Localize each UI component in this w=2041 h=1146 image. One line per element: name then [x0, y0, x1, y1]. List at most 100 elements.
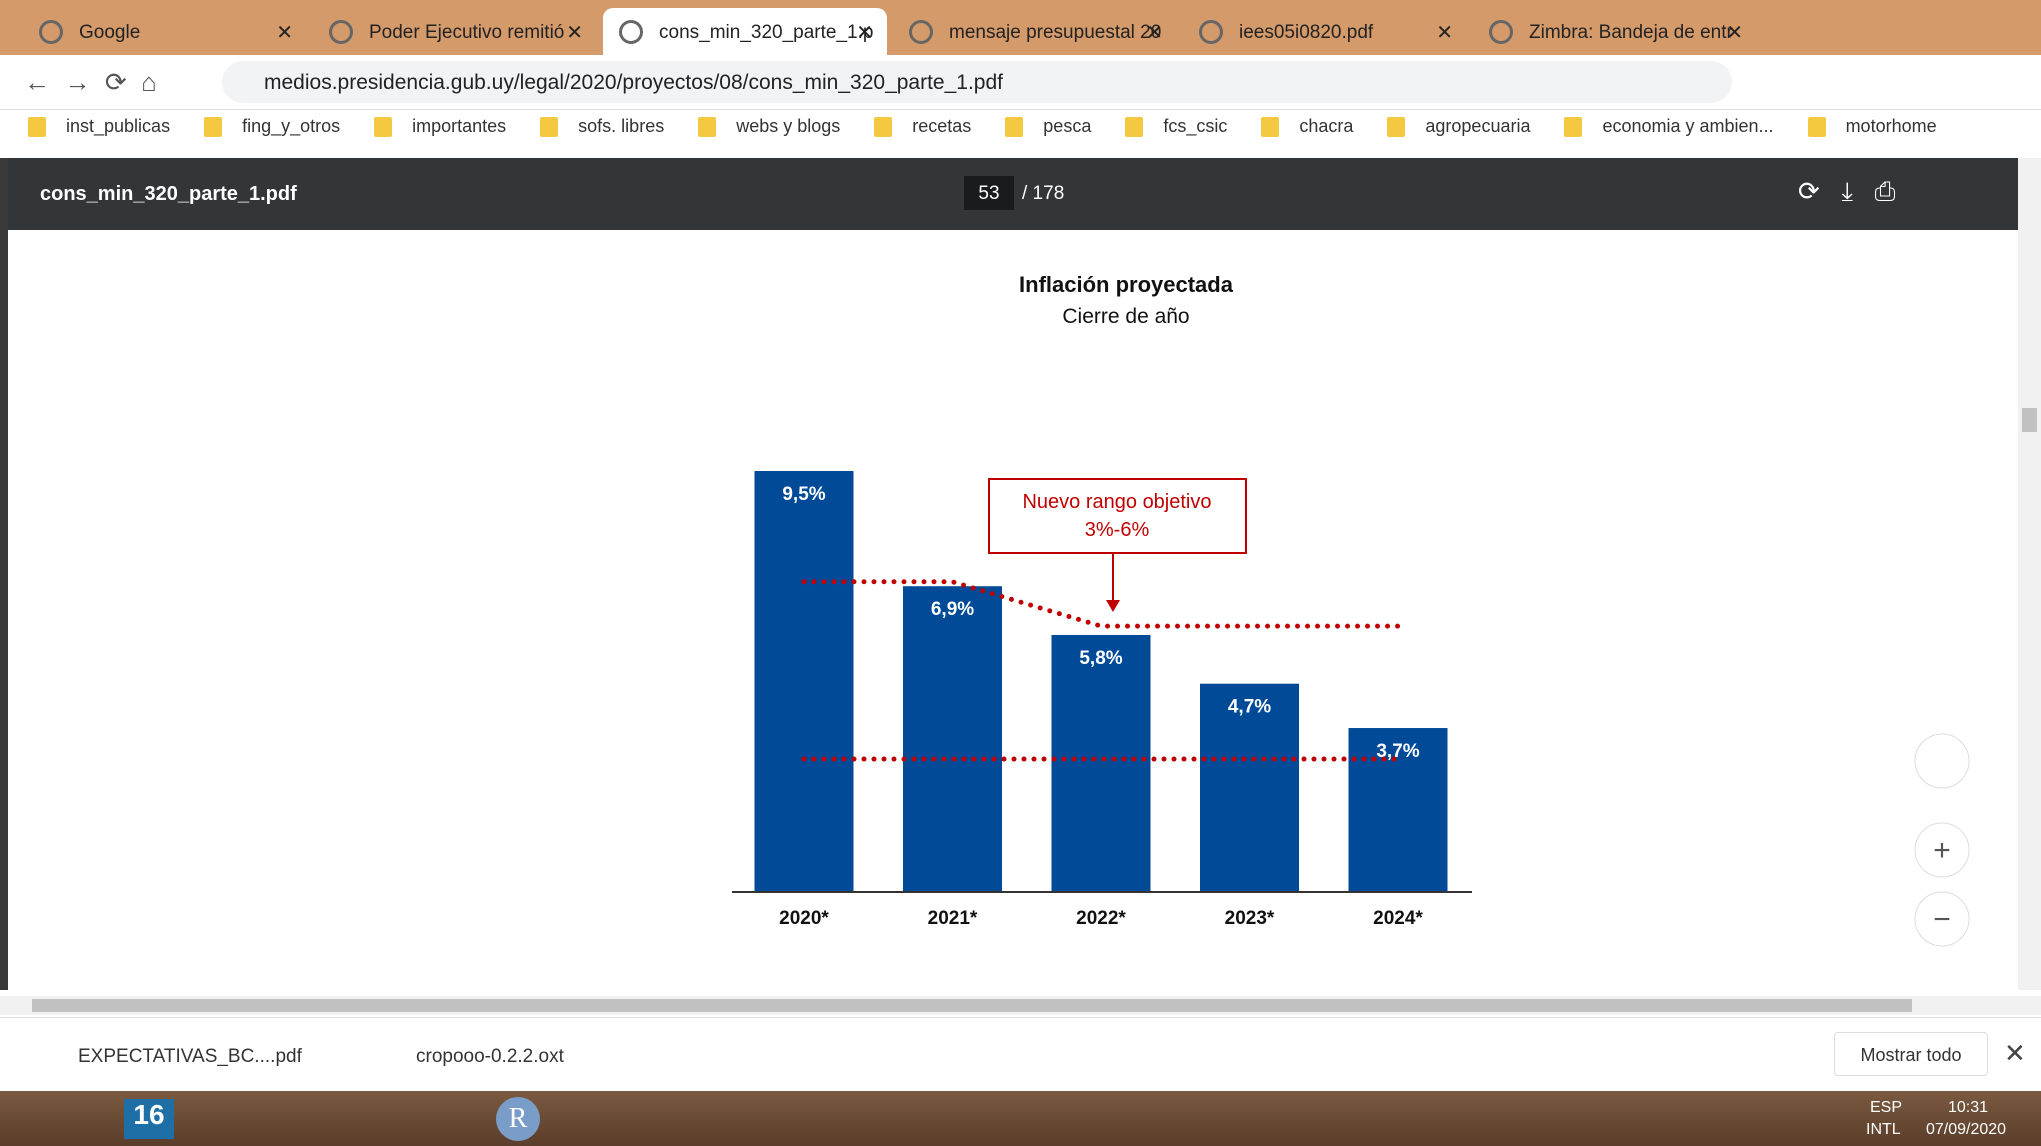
folder-icon [1387, 116, 1406, 137]
layout: INTL [1866, 1121, 1901, 1138]
bookmark[interactable]: inst_publicas [28, 116, 170, 137]
bar [1348, 728, 1448, 892]
bookmark[interactable]: motorhome [1807, 116, 1937, 137]
tab-title: Zimbra: Bandeja de entr [1529, 22, 1733, 43]
value-label: 3,7% [1376, 741, 1419, 762]
tab[interactable]: Zimbra: Bandeja de entr ✕ [1473, 8, 1757, 55]
tab-title: mensaje presupuestal 20 [949, 22, 1162, 43]
bar [1051, 634, 1151, 892]
bookmark-label: webs y blogs [736, 116, 841, 136]
bookmark-label: economia y ambien... [1602, 116, 1774, 136]
folder-icon [1807, 116, 1826, 137]
bookmark-label: pesca [1043, 116, 1092, 136]
folder-icon [540, 116, 559, 137]
folder-icon [1261, 116, 1280, 137]
tab[interactable]: iees05i0820.pdf ✕ [1183, 8, 1467, 55]
folder-icon [1005, 116, 1024, 137]
clock-time: 10:31 [1948, 1099, 1989, 1116]
tab-title: cons_min_320_parte_1.p [659, 22, 874, 43]
tab-strip: Google ✕ Poder Ejecutivo remitió ✕ cons_min_… [0, 0, 2041, 55]
value-label: 9,5% [782, 484, 825, 505]
bookmark-label: importantes [412, 116, 507, 136]
tab-icon [909, 20, 933, 44]
pdf-page: Inflación proyectada Cierre de año + − 9… [732, 272, 1970, 947]
bar [754, 471, 854, 892]
tab[interactable]: mensaje presupuestal 20 ✕ [893, 8, 1177, 55]
pdf-filename: cons_min_320_parte_1.pdf [40, 183, 297, 205]
zoom-fit[interactable] [1914, 733, 1970, 789]
x-tick-label: 2023* [1225, 908, 1275, 929]
omnibox[interactable]: medios.presidencia.gub.uy/legal/2020/pro… [222, 61, 1732, 103]
tab-close[interactable]: ✕ [276, 22, 293, 44]
close-downloads[interactable]: ✕ [2004, 1038, 2026, 1068]
chart-title: Inflación proyectada [1019, 272, 1234, 297]
folder-icon [374, 116, 393, 137]
annotation-text: Nuevo rango objetivo [1022, 491, 1211, 513]
tab[interactable]: cons_min_320_parte_1.p ✕ [603, 8, 887, 55]
taskbar-icon[interactable]: R [496, 1097, 540, 1141]
x-tick-label: 2024* [1373, 908, 1423, 929]
tab-title: Poder Ejecutivo remitió [369, 22, 565, 43]
tab-close[interactable]: ✕ [856, 22, 873, 44]
zoom-in-icon: + [1933, 834, 1951, 867]
folder-icon [698, 116, 717, 137]
x-tick-label: 2021* [928, 908, 978, 929]
tab[interactable]: Google ✕ [23, 8, 307, 55]
folder-icon [204, 116, 223, 137]
taskbar: 16 R ESP INTL 10:31 07/09/2020 [0, 1091, 2041, 1146]
value-label: 4,7% [1228, 697, 1271, 718]
bookmark-label: sofs. libres [578, 116, 665, 136]
zoom-out-icon: − [1933, 903, 1951, 936]
tab-icon [1199, 20, 1223, 44]
bookmark[interactable]: webs y blogs [698, 116, 840, 137]
tab-icon [39, 20, 63, 44]
bar [1200, 683, 1299, 892]
bar [903, 586, 1002, 892]
downloads-bar: EXPECTATIVAS_BC....pdf cropooo-0.2.2.oxt… [0, 1017, 2041, 1091]
nav-buttons[interactable]: ← → ⟳ ⌂ [24, 67, 157, 97]
bookmark[interactable]: pesca [1005, 116, 1091, 137]
download-item[interactable]: cropooo-0.2.2.oxt [416, 1046, 564, 1067]
folder-icon [1125, 116, 1144, 137]
tab-close[interactable]: ✕ [1726, 22, 1743, 44]
bookmark[interactable]: recetas [874, 116, 971, 137]
tab-icon [329, 20, 353, 44]
page-total: / 178 [1022, 183, 1065, 204]
pdf-actions[interactable]: ⟳ ⤓ ⎙ [1798, 176, 1896, 206]
folder-icon [28, 116, 46, 137]
annotation-text: 3%-6% [1085, 519, 1150, 541]
zoom-in[interactable] [1914, 822, 1970, 878]
zoom-out[interactable] [1914, 891, 1970, 947]
bookmark[interactable]: chacra [1261, 116, 1353, 137]
x-tick-label: 2022* [1076, 908, 1126, 929]
bookmark[interactable]: sofs. libres [540, 116, 664, 137]
tab-close[interactable]: ✕ [1436, 22, 1453, 44]
bookmark-label: chacra [1299, 116, 1354, 136]
annotation-box [988, 478, 1247, 554]
bookmark[interactable]: fcs_csic [1125, 116, 1227, 137]
bookmark[interactable]: economia y ambien... [1564, 116, 1774, 137]
tab[interactable]: Poder Ejecutivo remitió ✕ [313, 8, 597, 55]
bookmark-label: motorhome [1845, 116, 1937, 136]
value-label: 5,8% [1079, 648, 1122, 669]
bookmark[interactable]: agropecuaria [1387, 116, 1530, 137]
show-all-button[interactable]: Mostrar todo [1834, 1032, 1988, 1076]
tab-icon [1489, 20, 1513, 44]
tab-icon [619, 20, 643, 44]
tab-close[interactable]: ✕ [1146, 22, 1163, 44]
bookmark[interactable]: fing_y_otros [204, 116, 340, 137]
address-bar: ← → ⟳ ⌂ medios.presidencia.gub.uy/legal/… [0, 55, 2041, 110]
tab-close[interactable]: ✕ [566, 22, 583, 44]
arrow-head [1106, 600, 1120, 612]
x-tick-label: 2020* [779, 908, 829, 929]
h-scrollbar[interactable] [0, 996, 2041, 1015]
bookmark[interactable]: importantes [374, 116, 506, 137]
taskbar-icon[interactable]: 16 [124, 1099, 174, 1139]
bookmark-label: fing_y_otros [242, 116, 341, 136]
url: medios.presidencia.gub.uy/legal/2020/pro… [264, 71, 1003, 94]
v-scrollbar[interactable] [2018, 158, 2041, 990]
download-item[interactable]: EXPECTATIVAS_BC....pdf [78, 1046, 302, 1067]
chart-subtitle: Cierre de año [1062, 305, 1189, 328]
page-input[interactable]: 53 [964, 176, 1014, 210]
